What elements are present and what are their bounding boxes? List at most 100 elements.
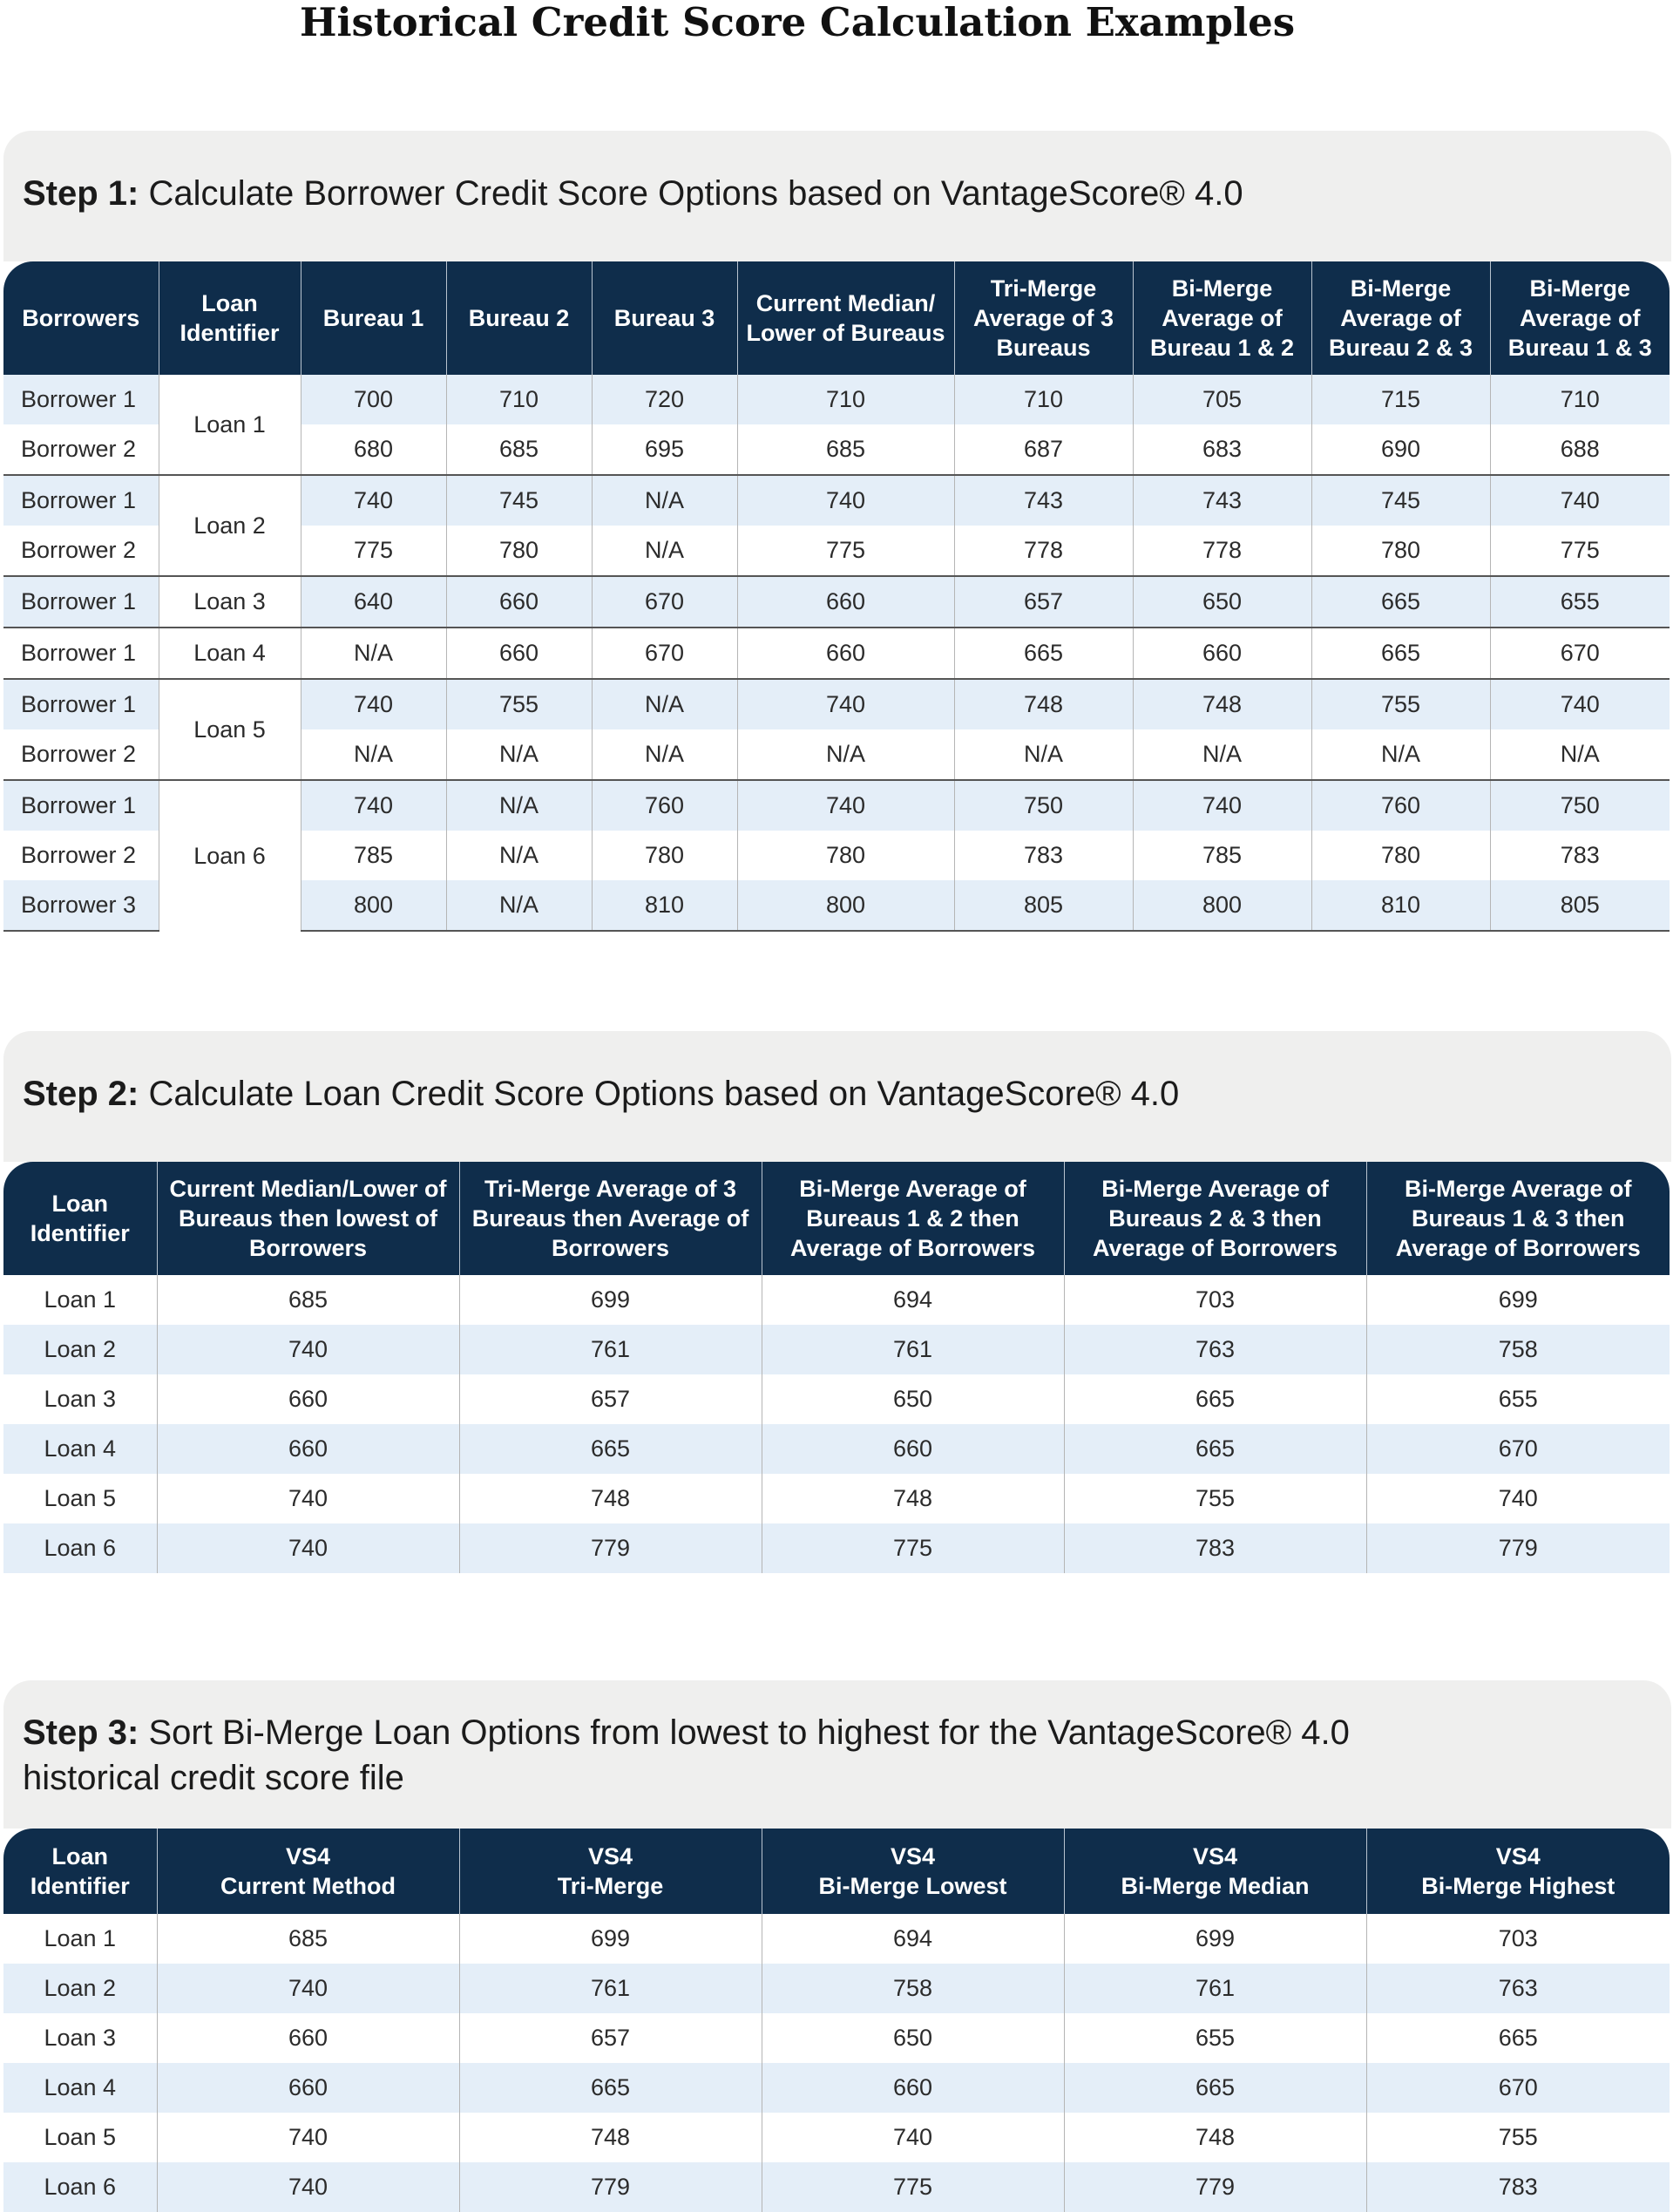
score-cell: 650: [761, 2013, 1064, 2063]
step3-label: Step 3:: [23, 1713, 139, 1752]
score-cell: 720: [591, 375, 737, 424]
column-header: VS4 Bi-Merge Highest: [1365, 1829, 1670, 1914]
score-cell: 690: [1311, 424, 1490, 475]
table-row: Loan 4 660 665 660 665 670: [3, 2063, 1670, 2113]
loan-identifier-cell: Loan 6: [3, 1523, 157, 1573]
score-cell: 800: [736, 880, 954, 932]
score-cell: 685: [445, 424, 592, 475]
score-cell: 703: [1365, 1914, 1670, 1964]
score-cell: 660: [156, 2013, 459, 2063]
score-cell: 748: [1063, 2113, 1366, 2162]
borrower-cell: Borrower 1: [3, 627, 159, 679]
table-row: Loan 5 740 748 740 748 755: [3, 2113, 1670, 2162]
score-cell: 775: [761, 2162, 1064, 2212]
column-header: Bi-Merge Average of Bureaus 1 & 3 then A…: [1365, 1162, 1670, 1275]
column-header: Bi-Merge Average of Bureaus 1 & 2 then A…: [761, 1162, 1064, 1275]
table-row: Loan 5 740 748 748 755 740: [3, 1474, 1670, 1523]
column-header-line: Bi-Merge Median: [1121, 1873, 1310, 1899]
score-cell: 705: [1132, 375, 1311, 424]
score-cell: 779: [1063, 2162, 1366, 2212]
score-cell: 699: [458, 1275, 762, 1325]
score-cell: 710: [736, 375, 954, 424]
table-row: Loan 1 685 699 694 703 699: [3, 1275, 1670, 1325]
page-title: Historical Credit Score Calculation Exam…: [299, 0, 1296, 45]
table-row: Borrower 1 Loan 4 N/A 660 670 660 665 660 665 670: [3, 627, 1670, 679]
borrower-cell: Borrower 1: [3, 779, 159, 831]
loan-identifier-cell: Loan 3: [158, 575, 301, 628]
borrower-scores-table: Borrowers Loan Identifier Bureau 1 Bureau 2…: [3, 261, 1670, 932]
score-cell: 660: [1132, 627, 1311, 679]
score-cell: 800: [300, 880, 446, 932]
column-header-line: Loan: [51, 1843, 109, 1869]
score-cell: 660: [156, 1374, 459, 1424]
score-cell: 703: [1063, 1275, 1366, 1325]
score-cell: 785: [1132, 831, 1311, 880]
score-cell: 783: [1365, 2162, 1670, 2212]
column-header-line: Tri-Merge: [557, 1873, 664, 1899]
score-cell: 660: [736, 575, 954, 628]
score-cell: 740: [761, 2113, 1064, 2162]
column-header: Borrowers: [3, 261, 159, 375]
column-header: VS4 Bi-Merge Lowest: [761, 1829, 1064, 1914]
score-cell: 665: [953, 627, 1133, 679]
score-cell: 710: [445, 375, 592, 424]
score-cell: 740: [736, 779, 954, 831]
step1-panel: Step 1: Calculate Borrower Credit Score …: [3, 131, 1671, 261]
score-cell: 810: [591, 880, 737, 932]
column-header: Bi-Merge Average of Bureau 2 & 3: [1311, 261, 1490, 375]
score-cell: N/A: [445, 779, 592, 831]
step1-heading: Step 1: Calculate Borrower Credit Score …: [23, 171, 1652, 216]
score-cell: 665: [1063, 1374, 1366, 1424]
table-row: Borrower 1 Loan 1 700 710 720 710 710 705 715 710: [3, 375, 1670, 475]
loan-identifier-cell: Loan 4: [3, 1424, 157, 1474]
score-cell: 740: [736, 474, 954, 526]
score-cell: 740: [156, 1325, 459, 1374]
score-cell: 761: [761, 1325, 1064, 1374]
score-cell: 660: [736, 627, 954, 679]
score-cell: 780: [1311, 526, 1490, 576]
score-cell: 805: [953, 880, 1133, 932]
column-header-line: Bi-Merge Highest: [1421, 1873, 1615, 1899]
score-cell: 778: [953, 526, 1133, 576]
score-cell: 655: [1489, 575, 1670, 628]
score-cell: 748: [953, 678, 1133, 729]
score-cell: N/A: [736, 729, 954, 780]
score-cell: 699: [1063, 1914, 1366, 1964]
score-cell: 758: [1365, 1325, 1670, 1374]
score-cell: 763: [1365, 1964, 1670, 2013]
score-cell: 748: [1132, 678, 1311, 729]
score-cell: 670: [1365, 2063, 1670, 2113]
score-cell: 761: [458, 1964, 762, 2013]
score-cell: 748: [458, 1474, 762, 1523]
score-cell: N/A: [591, 729, 737, 780]
loan-identifier-cell: Loan 5: [158, 678, 301, 780]
score-cell: N/A: [300, 627, 446, 679]
column-header-line: VS4: [285, 1843, 331, 1869]
score-cell: 740: [156, 1474, 459, 1523]
score-cell: 755: [1063, 1474, 1366, 1523]
score-cell: 740: [1132, 779, 1311, 831]
score-cell: 800: [1132, 880, 1311, 932]
score-cell: 694: [761, 1275, 1064, 1325]
score-cell: 740: [156, 2113, 459, 2162]
borrower-cell: Borrower 1: [3, 474, 159, 526]
column-header: Bi-Merge Average of Bureau 1 & 3: [1489, 261, 1670, 375]
score-cell: 670: [1489, 627, 1670, 679]
score-cell: 740: [156, 1964, 459, 2013]
loan-identifier-cell: Loan 2: [158, 474, 301, 576]
score-cell: 687: [953, 424, 1133, 475]
score-cell: 670: [1365, 1424, 1670, 1474]
loan-identifier-cell: Loan 1: [3, 1275, 157, 1325]
column-header: Current Median/Lower of Bureaus then low…: [156, 1162, 459, 1275]
score-cell: 665: [458, 1424, 762, 1474]
score-cell: 805: [1489, 880, 1670, 932]
score-cell: 670: [591, 575, 737, 628]
score-cell: 710: [1489, 375, 1670, 424]
score-cell: 745: [445, 474, 592, 526]
score-cell: 775: [736, 526, 954, 576]
column-header-line: VS4: [1192, 1843, 1238, 1869]
column-header: VS4 Bi-Merge Median: [1063, 1829, 1366, 1914]
table-row: Borrower 2 775 780 N/A 775 778 778 780 775: [3, 526, 1670, 576]
score-cell: 780: [445, 526, 592, 576]
score-cell: 740: [300, 474, 446, 526]
